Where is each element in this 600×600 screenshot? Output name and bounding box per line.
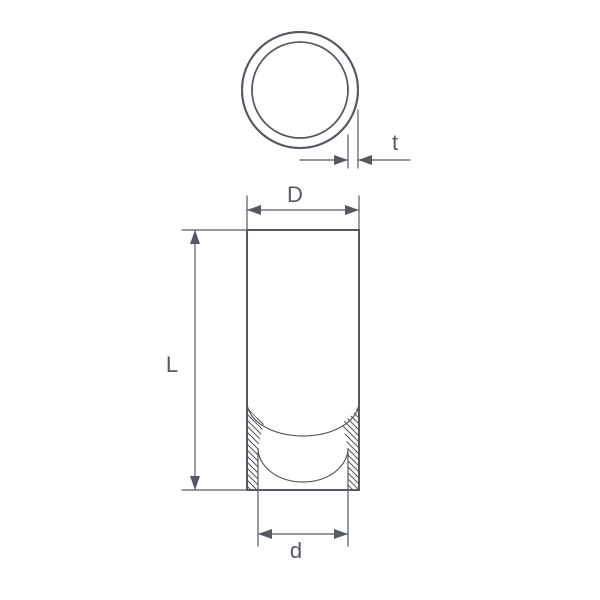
- dim-L: L: [166, 230, 247, 490]
- label-D: D: [287, 182, 303, 207]
- label-t: t: [392, 130, 398, 155]
- section-hatch: [207, 62, 399, 600]
- tube-side-view: [247, 230, 359, 490]
- label-d: d: [290, 538, 302, 563]
- dim-D: D: [247, 182, 359, 230]
- ring-top-view: [242, 32, 358, 148]
- label-L: L: [166, 352, 178, 377]
- dim-d: d: [258, 490, 348, 563]
